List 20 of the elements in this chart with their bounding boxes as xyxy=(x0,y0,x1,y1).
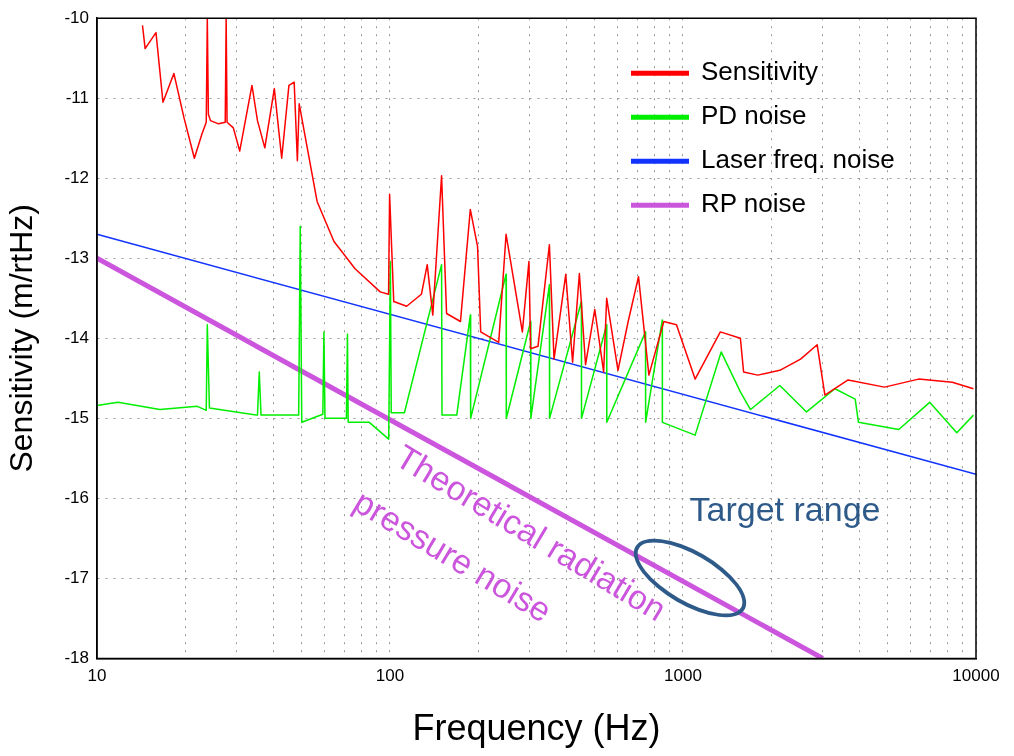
y-tick-label: -18 xyxy=(64,648,89,668)
legend-label: PD noise xyxy=(701,100,807,131)
annotation: Target range xyxy=(689,490,881,529)
y-tick-label: -14 xyxy=(64,327,89,347)
y-tick-label: -10 xyxy=(64,7,89,27)
x-tick-label: 10 xyxy=(87,666,107,686)
x-tick-label: 1000 xyxy=(664,666,702,686)
legend-label: Sensitivity xyxy=(701,56,819,87)
y-tick-label: -17 xyxy=(64,568,89,588)
y-tick-label: -11 xyxy=(65,87,89,107)
x-axis-title: Frequency (Hz) xyxy=(412,707,661,749)
y-axis-title: Sensitivity (m/rtHz) xyxy=(3,204,40,473)
y-tick-label: -16 xyxy=(64,488,89,508)
y-tick-label: -15 xyxy=(64,408,89,428)
x-tick-label: 100 xyxy=(375,666,405,686)
x-tick-label: 10000 xyxy=(952,666,1000,686)
legend-label: Laser freq. noise xyxy=(701,144,895,175)
legend-label: RP noise xyxy=(701,188,807,219)
y-tick-label: -13 xyxy=(64,247,89,267)
y-tick-label: -12 xyxy=(64,167,89,187)
